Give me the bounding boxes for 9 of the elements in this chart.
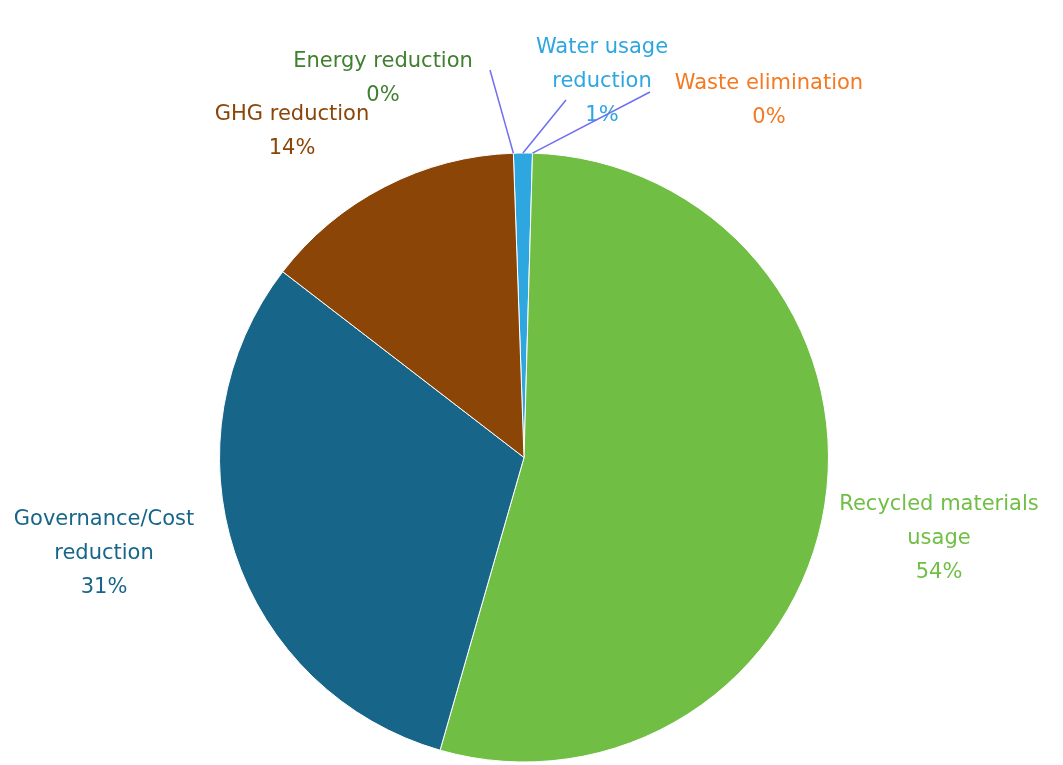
category-label: Waste elimination bbox=[674, 70, 864, 95]
text: 0% bbox=[752, 104, 786, 129]
data-label: 14% bbox=[268, 135, 316, 160]
slice-label: Governance/Cost reduction bbox=[13, 506, 195, 565]
data-label: 54% bbox=[915, 559, 963, 584]
slice-label: Water usage reduction bbox=[535, 34, 669, 93]
category-label: Energy reduction bbox=[293, 48, 473, 73]
data-label: 31% bbox=[80, 574, 128, 599]
slice-label: Recycled materials usage bbox=[839, 491, 1039, 550]
